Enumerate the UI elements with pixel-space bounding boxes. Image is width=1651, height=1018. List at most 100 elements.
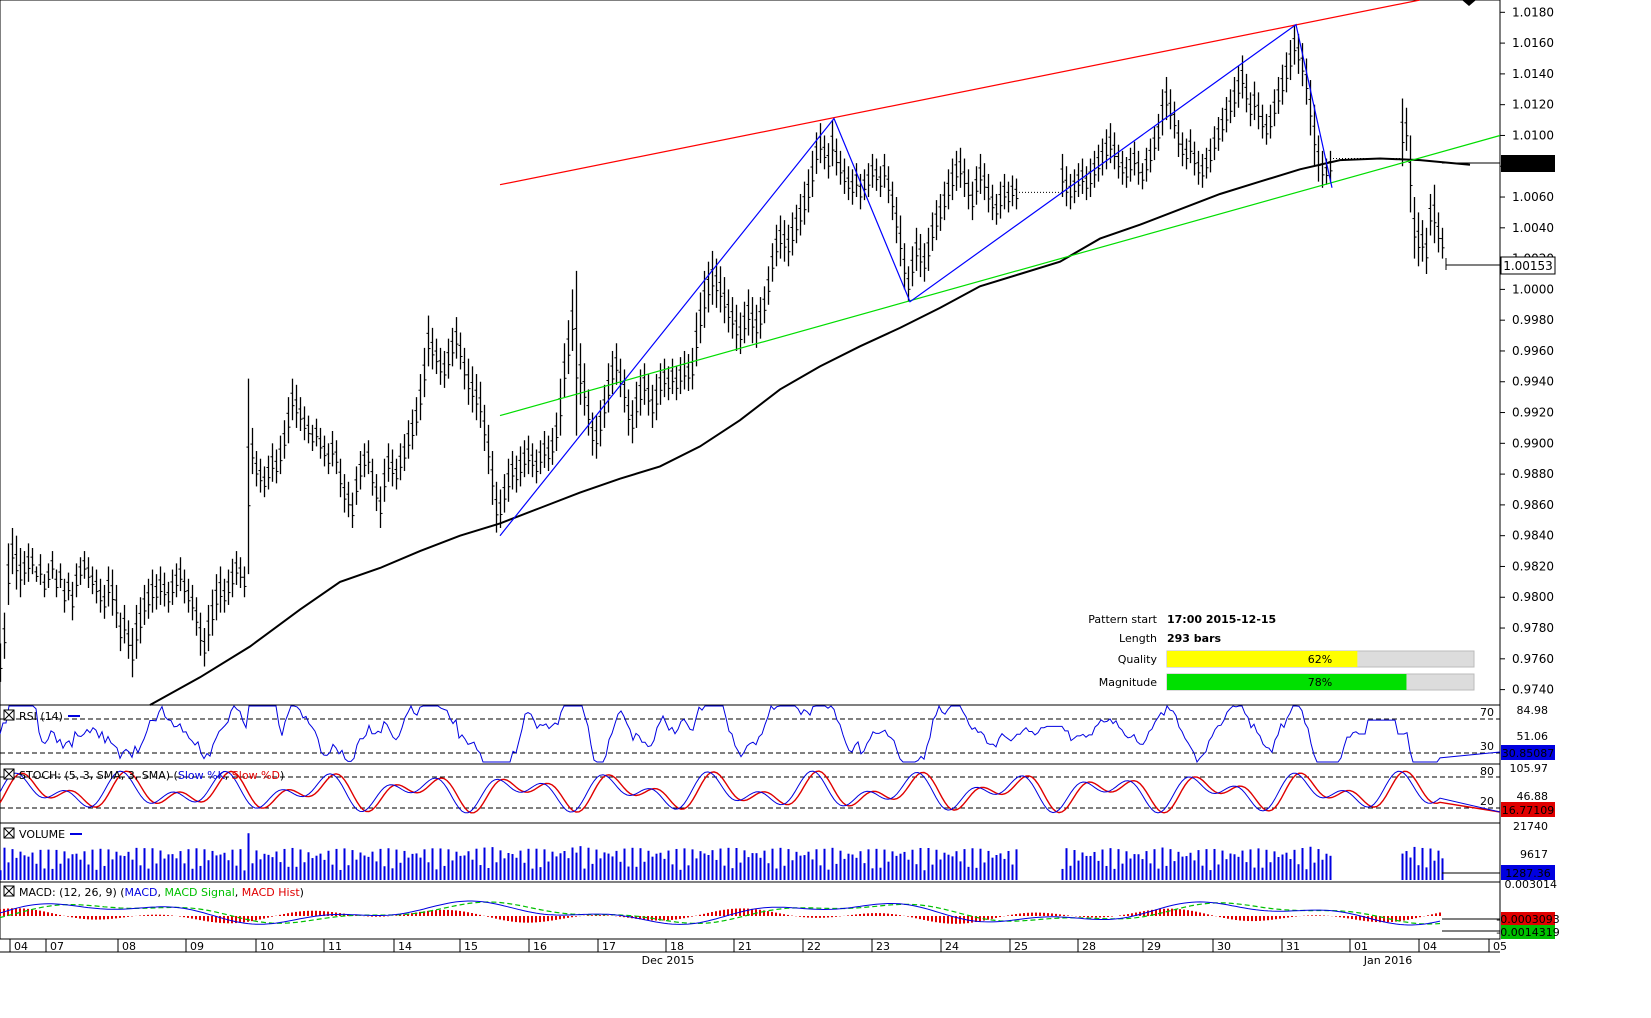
x-tick-label: 21 bbox=[738, 940, 752, 953]
x-axis: 04 07 08 09 10 11 14 15 16 17 18 21 22 23 24 25 28 29 30 31… bbox=[0, 938, 1507, 967]
pattern-zigzag-line bbox=[499, 23, 1333, 537]
x-month-label: Dec 2015 bbox=[642, 954, 695, 967]
x-tick-label: 25 bbox=[1014, 940, 1028, 953]
rsi-line bbox=[0, 704, 1501, 764]
x-month-label: Jan 2016 bbox=[1363, 954, 1412, 967]
magnitude-value: 78% bbox=[1308, 676, 1332, 689]
rsi-panel: RSI (14) 70 30 84.98 51.06 30.85087 bbox=[0, 704, 1555, 764]
macd-axis-top: 0.003014 bbox=[1505, 878, 1558, 891]
quality-bar-fill bbox=[1167, 651, 1358, 667]
scroll-right-icon[interactable] bbox=[1462, 0, 1476, 6]
volume-axis-mid: 9617 bbox=[1520, 848, 1548, 861]
stoch-level-20-label: 20 bbox=[1480, 795, 1494, 808]
current-price-marker: 1.00153 bbox=[1445, 256, 1556, 275]
stoch-slow-k-line bbox=[0, 770, 1501, 814]
macd-signal-label: MACD Signal bbox=[165, 886, 235, 899]
x-tick-label: 31 bbox=[1286, 940, 1300, 953]
x-tick-label: 24 bbox=[945, 940, 959, 953]
rsi-panel-frame bbox=[0, 704, 1501, 765]
price-tick-label: 0.9860 bbox=[1512, 498, 1554, 512]
x-tick-label: 01 bbox=[1354, 940, 1368, 953]
x-tick-label: 18 bbox=[670, 940, 684, 953]
price-axis: 1.01801.01601.01401.01201.01001.00801.00… bbox=[1500, 5, 1554, 697]
stoch-slow-d-line bbox=[0, 770, 1501, 814]
x-tick-label: 23 bbox=[876, 940, 890, 953]
x-tick-label: 10 bbox=[260, 940, 274, 953]
stoch-title: STOCH: (5, 3, SMA, 3, SMA) (Slow %K, Slo… bbox=[19, 769, 284, 782]
price-tick-label: 0.9900 bbox=[1512, 436, 1554, 450]
volume-current-label: 1287.36 bbox=[1505, 867, 1551, 880]
x-tick-label: 22 bbox=[807, 940, 821, 953]
rsi-level-30-label: 30 bbox=[1480, 740, 1494, 753]
x-tick-label: 04 bbox=[14, 940, 28, 953]
macd-hist-label: MACD Hist bbox=[242, 886, 301, 899]
stoch-slow-k-label: Slow %K bbox=[178, 769, 226, 782]
price-tick-label: 1.0120 bbox=[1512, 98, 1554, 112]
x-tick-label: 04 bbox=[1423, 940, 1437, 953]
stoch-level-80-label: 80 bbox=[1480, 765, 1494, 778]
x-tick-label: 05 bbox=[1493, 940, 1507, 953]
rsi-axis-top: 84.98 bbox=[1517, 704, 1549, 717]
rsi-level-70-label: 70 bbox=[1480, 706, 1494, 719]
price-tick-label: 0.9880 bbox=[1512, 467, 1554, 481]
x-tick-label: 09 bbox=[190, 940, 204, 953]
macd-panel-frame bbox=[0, 881, 1501, 940]
price-tick-label: 1.0100 bbox=[1512, 128, 1554, 142]
x-tick-label: 07 bbox=[50, 940, 64, 953]
macd-title: MACD: (12, 26, 9) (MACD, MACD Signal, MA… bbox=[19, 886, 304, 899]
macd-hist-bars bbox=[0, 908, 1441, 924]
magnitude-label: Magnitude bbox=[1099, 676, 1158, 689]
x-tick-label: 14 bbox=[398, 940, 412, 953]
macd-signal-line bbox=[0, 901, 1441, 925]
x-tick-label: 28 bbox=[1082, 940, 1096, 953]
support-line bbox=[499, 134, 1501, 417]
pattern-start-label: Pattern start bbox=[1088, 613, 1157, 626]
macd-signal-current-label: -0.0014319 bbox=[1496, 926, 1559, 939]
x-tick-label: 29 bbox=[1147, 940, 1161, 953]
current-price-label: 1.00153 bbox=[1503, 259, 1553, 273]
volume-title: VOLUME bbox=[19, 828, 65, 841]
stoch-current-label: 16.77109 bbox=[1502, 804, 1555, 817]
main-layer bbox=[0, 0, 1501, 706]
price-tick-label: 1.0040 bbox=[1512, 221, 1554, 235]
stoch-title-prefix: STOCH: (5, 3, SMA, 3, SMA) bbox=[19, 769, 170, 782]
price-tick-label: 0.9780 bbox=[1512, 621, 1554, 635]
volume-bars bbox=[0, 833, 1500, 880]
price-tick-label: 0.9940 bbox=[1512, 375, 1554, 389]
price-tick-label: 0.9820 bbox=[1512, 559, 1554, 573]
rsi-axis-mid: 51.06 bbox=[1517, 730, 1549, 743]
price-tick-label: 0.9740 bbox=[1512, 683, 1554, 697]
stoch-panel-frame bbox=[0, 763, 1501, 824]
stoch-axis-top: 105.97 bbox=[1510, 762, 1549, 775]
price-tick-label: 1.0060 bbox=[1512, 190, 1554, 204]
length-label: Length bbox=[1119, 632, 1157, 645]
x-tick-label: 11 bbox=[328, 940, 342, 953]
pattern-start-value: 17:00 2015-12-15 bbox=[1167, 613, 1276, 626]
price-tick-label: 0.9980 bbox=[1512, 313, 1554, 327]
x-tick-label: 30 bbox=[1217, 940, 1231, 953]
rsi-title: RSI (14) bbox=[19, 710, 63, 723]
ma-price-label: 1.00807 bbox=[1503, 157, 1553, 171]
price-tick-label: 0.9800 bbox=[1512, 590, 1554, 604]
pattern-info: Pattern start 17:00 2015-12-15 Length 29… bbox=[1088, 613, 1475, 691]
ma-price-marker: 1.00807 bbox=[1442, 155, 1555, 172]
macd-panel: MACD: (12, 26, 9) (MACD, MACD Signal, MA… bbox=[0, 878, 1560, 939]
volume-panel: VOLUME 21740 9617 1287.36 bbox=[0, 820, 1555, 880]
moving-average-line bbox=[149, 157, 1471, 706]
price-tick-label: 1.0160 bbox=[1512, 36, 1554, 50]
quality-value: 62% bbox=[1308, 653, 1332, 666]
length-value: 293 bars bbox=[1167, 632, 1222, 645]
price-tick-label: 0.9960 bbox=[1512, 344, 1554, 358]
magnitude-bar-fill bbox=[1167, 674, 1407, 690]
stoch-slow-d-label: Slow %D bbox=[232, 769, 280, 782]
stoch-axis-mid: 46.88 bbox=[1517, 790, 1549, 803]
macd-line bbox=[0, 900, 1441, 926]
price-tick-label: 0.9760 bbox=[1512, 652, 1554, 666]
price-tick-label: 0.9840 bbox=[1512, 529, 1554, 543]
price-tick-label: 1.0000 bbox=[1512, 282, 1554, 296]
price-tick-label: 0.9920 bbox=[1512, 406, 1554, 420]
macd-title-prefix: MACD: (12, 26, 9) bbox=[19, 886, 117, 899]
volume-axis-top: 21740 bbox=[1513, 820, 1548, 833]
